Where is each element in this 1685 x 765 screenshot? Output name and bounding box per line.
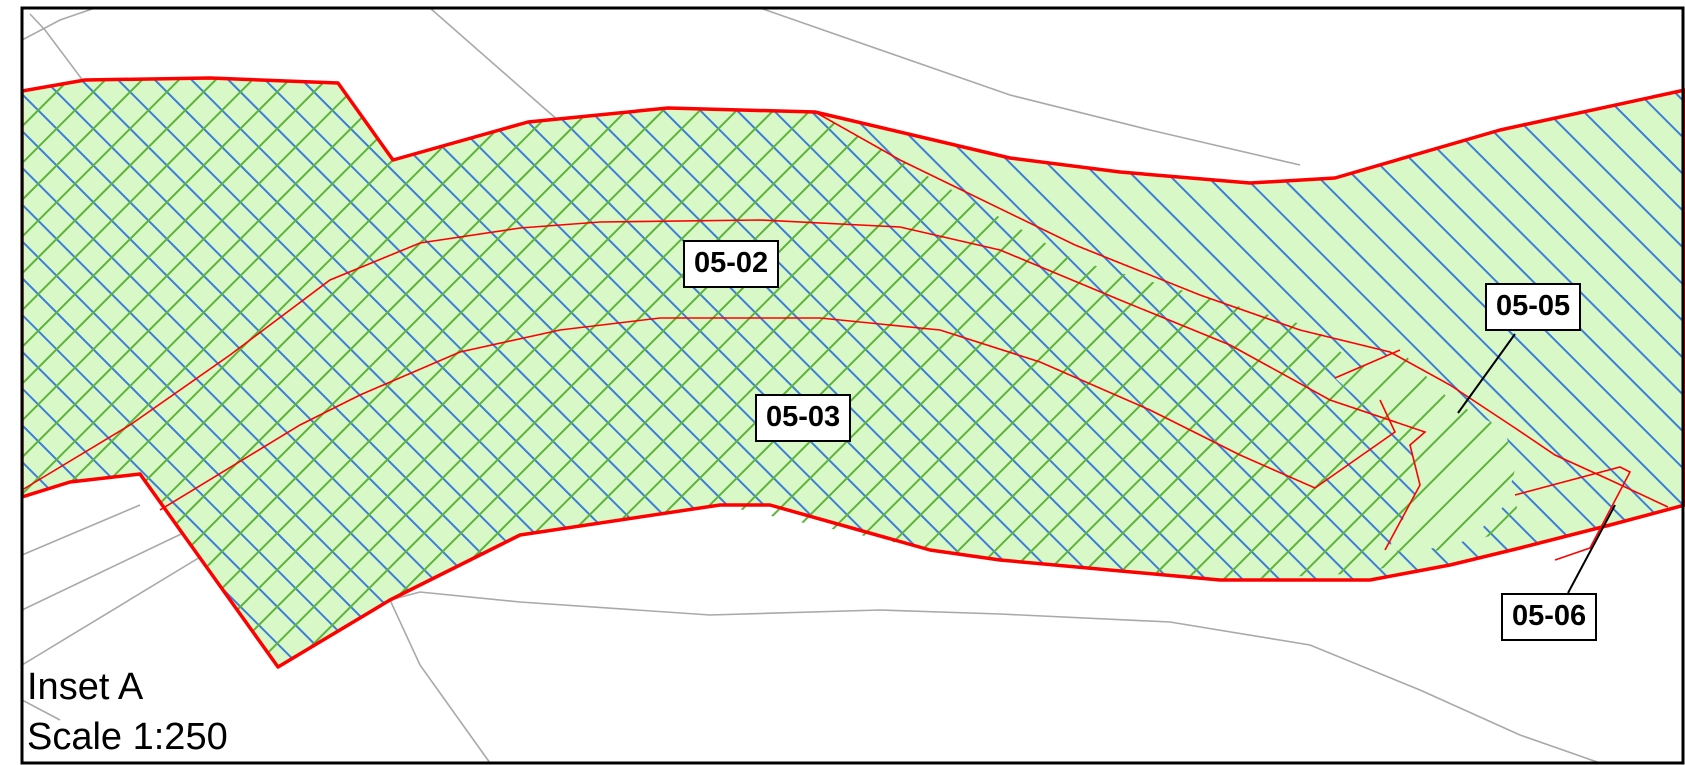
inset-title: Inset A [27,666,144,708]
inset-caption: Inset A Scale 1:250 [27,662,228,762]
parcel-label-05-05[interactable]: 05-05 [1485,283,1582,331]
parcel-label-05-06[interactable]: 05-06 [1501,593,1598,641]
leader-line-05-05 [1457,333,1516,414]
parcel-boundaries-inner [22,111,1669,561]
parcel-05-03-boundary [159,317,1397,511]
parcel-05-06-boundary [1514,466,1632,561]
background-linework [22,8,1601,763]
scale-text: Scale 1:250 [27,716,228,758]
corridor-diagonal-boundary [814,111,1669,508]
parcel-05-05-boundary [1334,349,1401,379]
corridor-outer-boundary [22,76,1685,669]
leader-line-05-06 [1567,504,1616,594]
parcel-label-05-02[interactable]: 05-02 [683,240,780,288]
map-frame [20,6,1685,765]
parcel-label-05-03[interactable]: 05-03 [755,394,852,442]
parcel-05-02-boundary [22,219,1427,551]
